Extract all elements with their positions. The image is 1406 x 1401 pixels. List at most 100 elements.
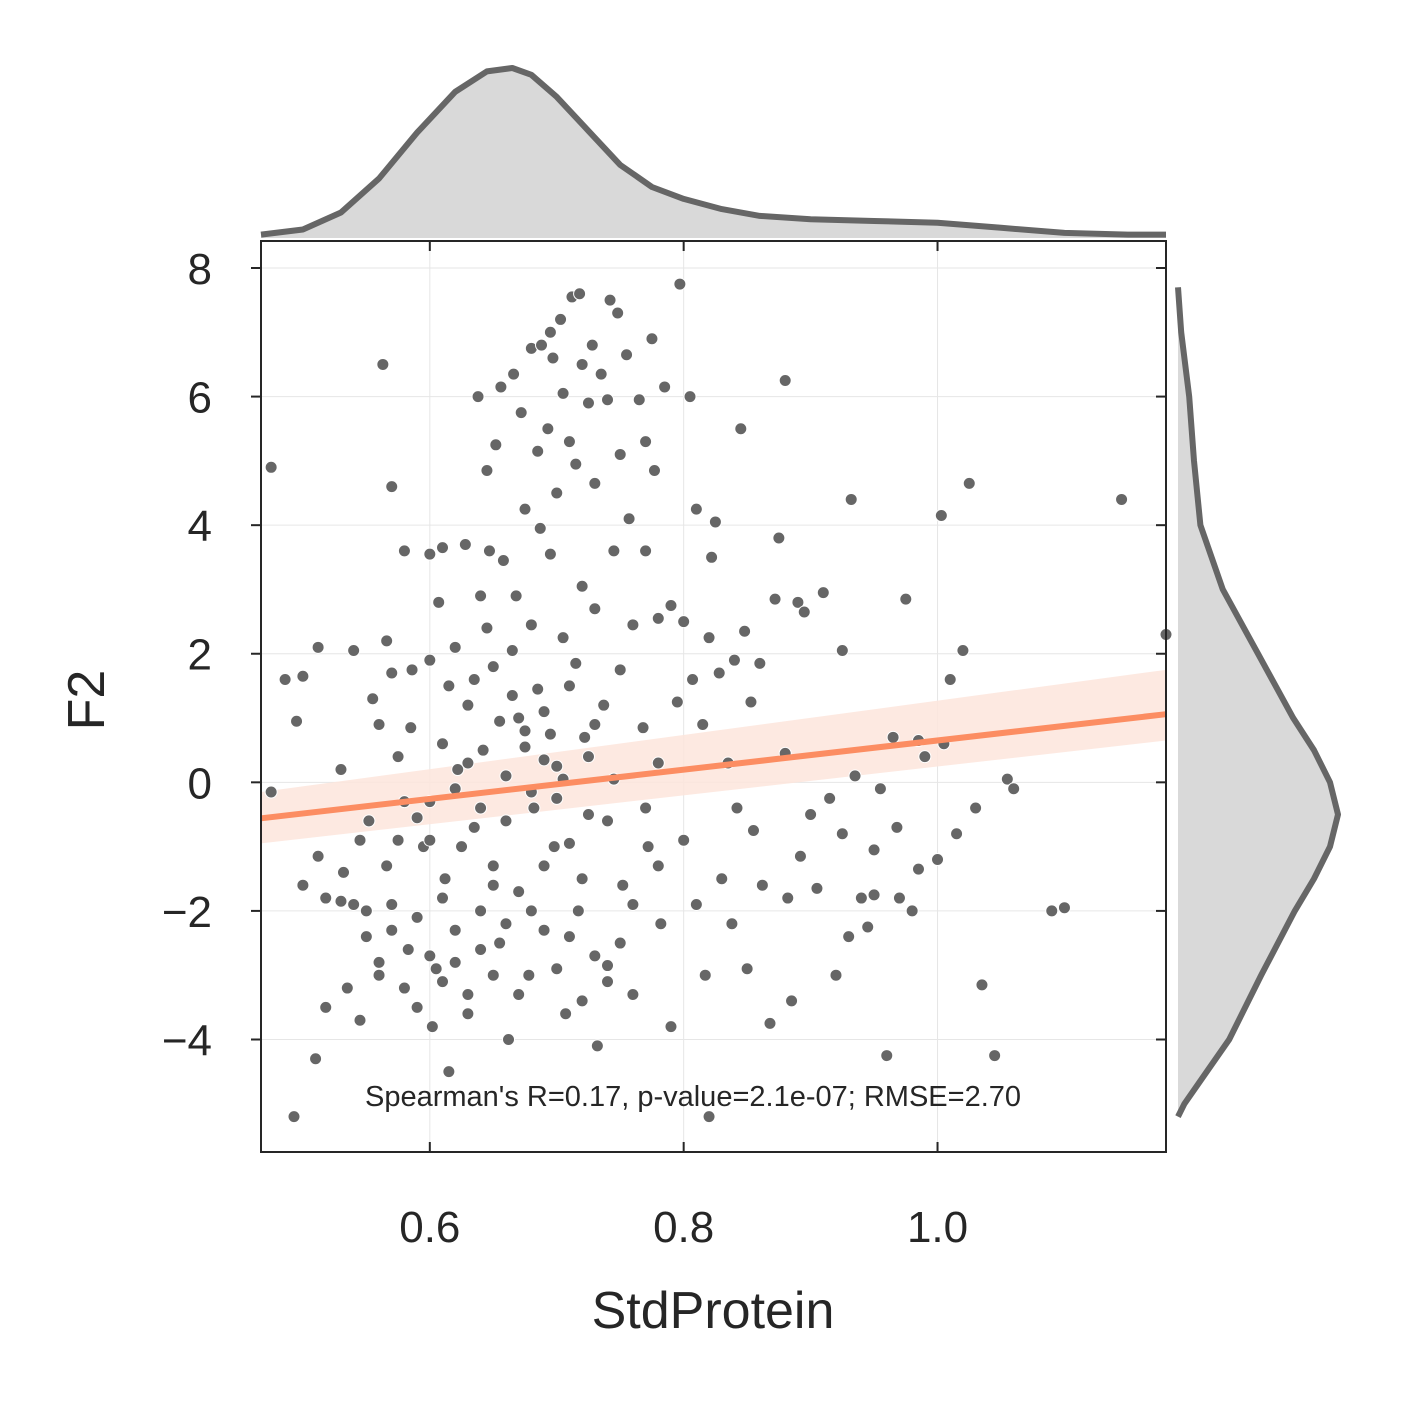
scatter-point [287, 1110, 301, 1124]
x-tick-label: 1.0 [907, 1203, 968, 1252]
scatter-point [730, 801, 744, 815]
scatter-point [647, 464, 661, 478]
confidence-band [261, 669, 1166, 844]
scatter-point [429, 962, 443, 976]
scatter-point [804, 807, 818, 821]
scatter-point [461, 1007, 475, 1021]
scatter-point [969, 801, 983, 815]
x-axis-title: StdProtein [592, 1282, 835, 1340]
scatter-point [588, 949, 602, 963]
scatter-point [1007, 782, 1021, 796]
scatter-point [962, 476, 976, 490]
scatter-point [781, 891, 795, 905]
scatter-point [474, 942, 488, 956]
scatter-point [436, 737, 450, 751]
scatter-point [385, 897, 399, 911]
scatter-point [467, 820, 481, 834]
scatter-point [892, 891, 906, 905]
scatter-point [438, 872, 452, 886]
scatter-point [499, 769, 513, 783]
scatter-point [471, 390, 485, 404]
scatter-point [1115, 492, 1129, 506]
scatter-point [499, 814, 513, 828]
scatter-point [734, 422, 748, 436]
scatter-point [442, 1065, 456, 1079]
scatter-point [397, 544, 411, 558]
scatter-point [791, 595, 805, 609]
scatter-point [385, 923, 399, 937]
scatter-point [816, 586, 830, 600]
scatter-point [359, 930, 373, 944]
scatter-point [651, 756, 665, 770]
scatter-point [793, 849, 807, 863]
scatter-point [575, 579, 589, 593]
scatter-point [562, 930, 576, 944]
scatter-point [890, 820, 904, 834]
x-marginal-density [260, 65, 1166, 238]
scatter-point [905, 904, 919, 918]
scatter-point [546, 351, 560, 365]
scatter-point [550, 791, 564, 805]
scatter-point [588, 602, 602, 616]
scatter-point [654, 917, 668, 931]
x-tick-label: 0.8 [653, 1203, 714, 1252]
scatter-point [763, 1016, 777, 1030]
scatter-point [651, 859, 665, 873]
scatter-point [738, 624, 752, 638]
scatter-point [950, 827, 964, 841]
y-axis-title: F2 [58, 670, 116, 731]
scatter-point [476, 743, 490, 757]
scatter-point [829, 968, 843, 982]
scatter-point [550, 486, 564, 500]
scatter-point [353, 1013, 367, 1027]
scatter-point [512, 711, 526, 725]
scatter-point [425, 1020, 439, 1034]
scatter-point [755, 878, 769, 892]
scatter-point [533, 521, 547, 535]
scatter-point [522, 968, 536, 982]
scatter-point [613, 936, 627, 950]
scatter-point [359, 904, 373, 918]
scatter-point [689, 897, 703, 911]
scatter-point [397, 981, 411, 995]
y-marginal-density [1175, 287, 1341, 1118]
scatter-point [899, 592, 913, 606]
y-tick-label: 2 [188, 631, 212, 680]
scatter-point [1057, 901, 1071, 915]
scatter-point [296, 878, 310, 892]
scatter-point [597, 698, 611, 712]
scatter-point [562, 836, 576, 850]
y-axis-ticks: −4 −2 0 2 4 6 8 [162, 245, 1166, 1065]
scatter-point [581, 396, 595, 410]
scatter-point [768, 592, 782, 606]
scatter-point [934, 509, 948, 523]
scatter-point [543, 727, 557, 741]
scatter-point [673, 277, 687, 291]
scatter-point [455, 840, 469, 854]
regression-line-path [260, 711, 1167, 822]
scatter-point [1000, 772, 1014, 786]
scatter-point [391, 750, 405, 764]
scatter-point [461, 756, 475, 770]
scatter-point [620, 348, 634, 362]
scatter-point [489, 438, 503, 452]
scatter-point [391, 833, 405, 847]
scatter-point [1045, 904, 1059, 918]
scatter-point [547, 840, 561, 854]
scatter-point [626, 618, 640, 632]
scatter-point [410, 1000, 424, 1014]
scatter-point [401, 942, 415, 956]
scatter-point [380, 859, 394, 873]
scatter-point [611, 306, 625, 320]
scatter-point [499, 917, 513, 931]
scatter-point [918, 750, 932, 764]
scatter-point [309, 1052, 323, 1066]
scatter-point [867, 843, 881, 857]
x-kde-fill [261, 68, 1166, 238]
scatter-point [689, 502, 703, 516]
scatter-point [512, 987, 526, 1001]
y-tick-label: −4 [162, 1016, 212, 1065]
scatter-point [518, 724, 532, 738]
scatter-point [861, 920, 875, 934]
